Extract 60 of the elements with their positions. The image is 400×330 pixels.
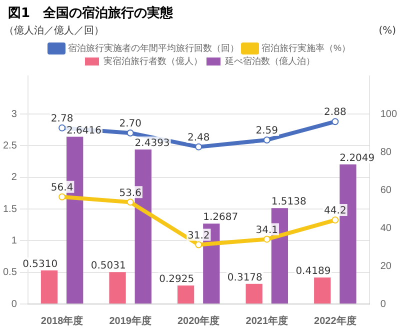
point [332,216,339,224]
data-label: 0.2925 [159,274,194,286]
y-tick-label: 0.5 [2,267,18,278]
data-label: 34.1 [256,224,278,236]
data-label: 31.2 [187,230,210,242]
bar [109,272,126,304]
data-label: 0.4189 [296,266,331,278]
data-label: 2.59 [256,126,278,137]
y-tick-label: 2 [11,172,18,184]
point [195,241,202,248]
point [126,198,134,206]
data-label: 2.4393 [134,138,170,150]
point [195,143,202,150]
legend-label: 実宿泊旅行者数（億人） [104,56,202,66]
y-tick-label: 0 [11,298,18,310]
bar [246,284,262,304]
x-tick-label: 2018年度 [40,314,84,327]
y-tick-label: 1 [11,235,18,246]
y-tick-label: 2.5 [2,140,18,152]
y-axis-title: （億人泊／億人／回） [4,24,104,37]
y2-tick-label: 0 [380,298,386,310]
point [263,136,270,144]
point [126,130,134,136]
data-label: 0.3178 [227,272,262,284]
x-tick-label: 2021年度 [246,314,288,327]
data-label: 2.2049 [340,152,375,164]
y2-axis-title: (%) [378,26,396,37]
data-label: 0.5031 [90,260,126,272]
data-label: 2.70 [119,118,142,130]
bar [314,277,331,304]
data-label: 2.88 [324,107,346,118]
data-label: 44.2 [324,206,346,217]
bar [177,285,194,304]
y-tick-label: 1.5 [2,204,18,215]
data-label: 2.78 [50,114,74,125]
data-label: 1.5138 [271,196,306,208]
bar [40,270,58,304]
x-tick-label: 2019年度 [109,314,152,327]
data-label: 0.5310 [22,258,58,270]
legend-label: 宿泊旅行実施率（%） [262,42,351,53]
y2-tick-label: 60 [380,184,392,196]
legend-label: 宿泊旅行実施者の年間平均旅行回数（回） [68,42,239,53]
y2-tick-label: 100 [380,108,398,120]
y2-tick-label: 20 [380,260,392,272]
y2-tick-label: 40 [380,222,392,234]
x-tick-label: 2020年度 [177,314,220,327]
point [58,193,66,200]
data-label: 53.6 [119,188,142,199]
point [263,236,270,243]
data-label: 2.48 [187,132,210,144]
x-tick-label: 2022年度 [314,314,356,327]
point [58,124,66,132]
legend-label: 延べ宿泊数（億人泊） [224,56,315,66]
point [332,118,339,126]
data-label: 2.6416 [66,125,102,136]
chart-title: 図1 全国の宿泊旅行の実態 [7,4,174,22]
y-tick-label: 3 [11,108,18,120]
y2-tick-label: 80 [380,146,392,158]
data-label: 1.2687 [203,212,238,224]
data-label: 56.4 [50,182,74,194]
